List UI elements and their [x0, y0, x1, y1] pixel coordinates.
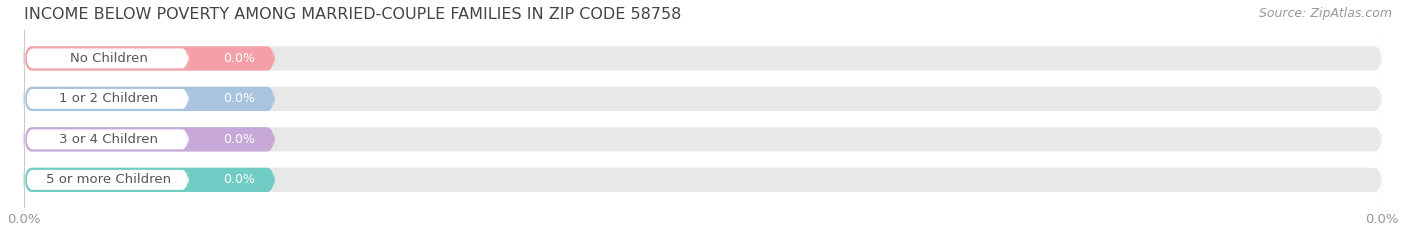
Text: 3 or 4 Children: 3 or 4 Children — [59, 133, 157, 146]
Text: 1 or 2 Children: 1 or 2 Children — [59, 92, 157, 105]
FancyBboxPatch shape — [25, 89, 188, 109]
Text: 0.0%: 0.0% — [222, 92, 254, 105]
Text: 5 or more Children: 5 or more Children — [46, 173, 172, 186]
FancyBboxPatch shape — [25, 48, 188, 69]
FancyBboxPatch shape — [24, 127, 1382, 151]
Text: No Children: No Children — [70, 52, 148, 65]
Text: 0.0%: 0.0% — [222, 52, 254, 65]
FancyBboxPatch shape — [25, 129, 188, 150]
FancyBboxPatch shape — [24, 127, 276, 151]
FancyBboxPatch shape — [24, 46, 276, 71]
Text: 0.0%: 0.0% — [222, 133, 254, 146]
FancyBboxPatch shape — [24, 46, 1382, 71]
FancyBboxPatch shape — [24, 87, 1382, 111]
FancyBboxPatch shape — [24, 168, 1382, 192]
Text: INCOME BELOW POVERTY AMONG MARRIED-COUPLE FAMILIES IN ZIP CODE 58758: INCOME BELOW POVERTY AMONG MARRIED-COUPL… — [24, 7, 681, 22]
FancyBboxPatch shape — [24, 168, 276, 192]
FancyBboxPatch shape — [24, 87, 276, 111]
Text: Source: ZipAtlas.com: Source: ZipAtlas.com — [1258, 7, 1392, 20]
FancyBboxPatch shape — [25, 170, 188, 190]
Text: 0.0%: 0.0% — [222, 173, 254, 186]
